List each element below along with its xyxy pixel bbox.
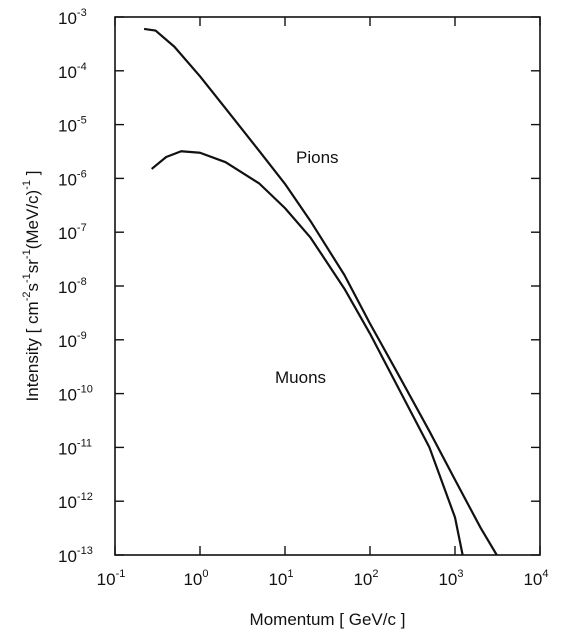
y-axis-label-part: sr (23, 259, 42, 274)
series-line (143, 27, 498, 556)
y-tick-label: 10-12 (58, 491, 93, 512)
y-tick-label: 10-13 (58, 545, 93, 566)
x-tick-label: 102 (353, 568, 378, 589)
x-tick-label: 103 (438, 568, 463, 589)
series-label: Muons (275, 368, 326, 387)
series-line (150, 150, 464, 556)
y-axis-label-part: -1 (21, 249, 33, 259)
x-tick-label: 101 (268, 568, 293, 589)
y-axis-label-part: -1 (21, 273, 33, 283)
y-axis-label: Intensity [ cm-2s-1sr-1(MeV/c)-1 ] (21, 171, 42, 402)
y-tick-label: 10-5 (58, 115, 87, 136)
y-axis-label-part: ] (23, 171, 42, 180)
y-axis-label-part: s (23, 283, 42, 292)
plot-frame (114, 16, 541, 556)
y-axis-label-part: (MeV/c) (23, 190, 42, 250)
y-axis-label-part: -2 (21, 292, 33, 302)
y-tick-label: 10-3 (58, 7, 87, 28)
x-tick-label: 100 (183, 568, 208, 589)
x-tick-label: 104 (523, 568, 548, 589)
y-tick-label: 10-4 (58, 61, 87, 82)
y-tick-label: 10-11 (58, 437, 92, 458)
y-tick-label: 10-7 (58, 222, 87, 243)
y-tick-label: 10-10 (58, 384, 93, 405)
y-tick-label: 10-8 (58, 276, 87, 297)
y-tick-label: 10-9 (58, 330, 87, 351)
y-tick-label: 10-6 (58, 168, 87, 189)
x-tick-label: 10-1 (97, 568, 126, 589)
y-axis-label-part: -1 (21, 180, 33, 190)
x-axis-label: Momentum [ GeV/c ] (250, 610, 406, 629)
series-label: Pions (296, 148, 339, 167)
y-axis-label-part: Intensity [ cm (23, 301, 42, 401)
